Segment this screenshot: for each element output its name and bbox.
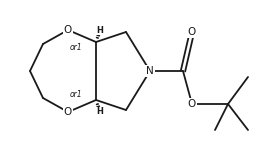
Text: O: O	[64, 25, 72, 35]
Text: or1: or1	[70, 42, 82, 52]
Text: O: O	[64, 107, 72, 117]
Text: O: O	[188, 99, 196, 109]
Text: O: O	[188, 27, 196, 37]
Text: N: N	[146, 66, 154, 76]
Text: H: H	[96, 107, 103, 116]
Text: H: H	[96, 26, 103, 35]
Text: or1: or1	[70, 89, 82, 99]
